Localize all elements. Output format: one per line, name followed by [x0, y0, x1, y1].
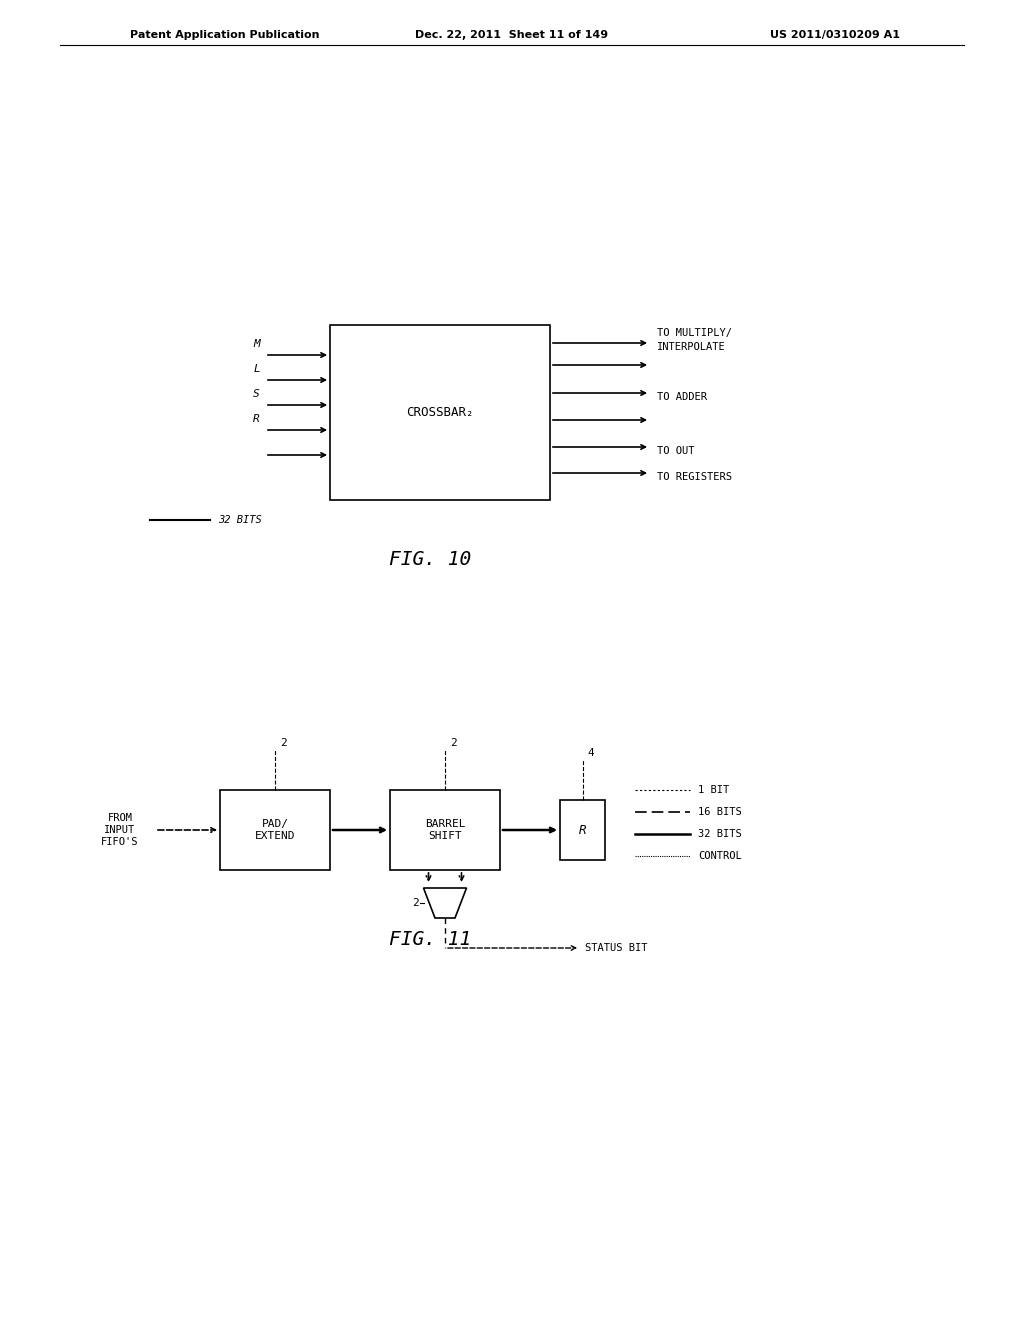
Text: 1 BIT: 1 BIT [698, 785, 729, 795]
Text: 16 BITS: 16 BITS [698, 807, 741, 817]
Text: L: L [253, 364, 260, 374]
Text: US 2011/0310209 A1: US 2011/0310209 A1 [770, 30, 900, 40]
Text: M: M [253, 339, 260, 348]
Text: CROSSBAR₂: CROSSBAR₂ [407, 407, 474, 418]
Text: 2: 2 [450, 738, 457, 748]
Text: INTERPOLATE: INTERPOLATE [657, 342, 726, 352]
Bar [560, 800, 605, 861]
Text: FIG. 11: FIG. 11 [389, 931, 471, 949]
Text: R: R [253, 414, 260, 424]
Bar [220, 789, 330, 870]
Text: FIG. 10: FIG. 10 [389, 550, 471, 569]
Bar [330, 325, 550, 500]
Text: BARREL
SHIFT: BARREL SHIFT [425, 820, 465, 841]
Text: CONTROL: CONTROL [698, 851, 741, 861]
Text: FROM
INPUT
FIFO'S: FROM INPUT FIFO'S [101, 813, 138, 846]
Text: 2: 2 [280, 738, 287, 748]
Text: STATUS BIT: STATUS BIT [585, 942, 647, 953]
Text: PAD/
EXTEND: PAD/ EXTEND [255, 820, 295, 841]
Text: S: S [253, 389, 260, 399]
Text: TO OUT: TO OUT [657, 446, 694, 455]
Text: 2: 2 [412, 898, 419, 908]
Text: TO MULTIPLY/: TO MULTIPLY/ [657, 327, 732, 338]
Bar [390, 789, 500, 870]
Text: Patent Application Publication: Patent Application Publication [130, 30, 319, 40]
Text: 32 BITS: 32 BITS [698, 829, 741, 840]
Text: R: R [579, 824, 587, 837]
Text: TO ADDER: TO ADDER [657, 392, 707, 403]
Polygon shape [424, 888, 467, 917]
Text: Dec. 22, 2011  Sheet 11 of 149: Dec. 22, 2011 Sheet 11 of 149 [416, 30, 608, 40]
Text: TO REGISTERS: TO REGISTERS [657, 473, 732, 482]
Text: 4: 4 [588, 748, 594, 758]
Text: 32 BITS: 32 BITS [218, 515, 262, 525]
